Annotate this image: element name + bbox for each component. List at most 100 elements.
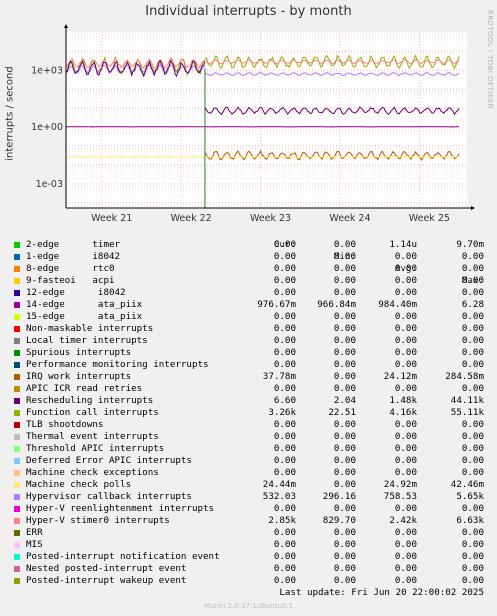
legend-max: 0.00 <box>461 563 484 574</box>
legend-name: ERR <box>26 527 43 538</box>
legend-avg: 758.53 <box>383 491 417 502</box>
legend-swatch <box>14 314 20 320</box>
legend-cur: 976.67m <box>257 299 296 310</box>
legend-name: Threshold APIC interrupts <box>26 443 165 454</box>
legend-swatch <box>14 362 20 368</box>
legend-swatch <box>14 530 20 536</box>
legend-min: 0.00 <box>333 359 356 370</box>
legend-swatch <box>14 446 20 452</box>
legend-row: Machine check polls 24.44m 0.00 24.92m 42.46… <box>0 479 497 491</box>
legend-row: Posted-interrupt notification event 0.00 0… <box>0 551 497 563</box>
legend-avg: 0.00 <box>394 311 417 322</box>
legend-cur: 0.00 <box>273 467 296 478</box>
legend-cur: 0.00 <box>273 431 296 442</box>
legend-row: Hyper-V reenlightenment interrupts 0.00 0.… <box>0 503 497 515</box>
legend-max: 284.58m <box>445 371 484 382</box>
legend-name: Nested posted-interrupt event <box>26 563 187 574</box>
legend-min: 0.00 <box>333 287 356 298</box>
legend-max: 0.00 <box>461 311 484 322</box>
series-line <box>204 149 460 161</box>
legend-row: 1-edge i8042 0.00 0.00 0.00 0.00 <box>0 251 497 263</box>
legend-name: Non-maskable interrupts <box>26 323 154 334</box>
legend-avg: 0.00 <box>394 287 417 298</box>
legend-cur: 0.00 <box>273 323 296 334</box>
legend-name: 15-edge ata_piix <box>26 311 143 322</box>
legend-swatch <box>14 302 20 308</box>
legend-cur: 24.44m <box>262 479 296 490</box>
rrdtool-credit: RRDTOOL / TOBI OETIKER <box>486 10 494 109</box>
legend-min: 0.00 <box>333 239 356 250</box>
legend-row: 12-edge i8042 0.00 0.00 0.00 0.00 <box>0 287 497 299</box>
legend-cur: 0.00 <box>273 383 296 394</box>
legend-min: 0.00 <box>333 575 356 586</box>
legend-swatch <box>14 374 20 380</box>
legend-name: IRQ work interrupts <box>26 371 132 382</box>
series-line <box>204 54 460 70</box>
legend-avg: 24.92m <box>383 479 417 490</box>
legend-max: 0.00 <box>461 467 484 478</box>
series-line <box>65 57 206 70</box>
munin-version: Munin 2.0.37-1ubuntu0.1 <box>204 602 293 610</box>
legend-avg: 0.00 <box>394 551 417 562</box>
legend-avg: 1.14u <box>389 239 417 250</box>
legend-max: 0.00 <box>461 419 484 430</box>
legend-swatch <box>14 278 20 284</box>
legend-name: 12-edge i8042 <box>26 287 126 298</box>
legend-max: 0.00 <box>461 359 484 370</box>
header-max: Max: <box>461 275 484 286</box>
legend-avg: 0.00 <box>394 359 417 370</box>
legend-max: 0.00 <box>461 431 484 442</box>
legend-max: 42.46m <box>450 479 484 490</box>
interrupts-chart: Week 21 Week 22 Week 23 Week 24 Week 25 1e-03… <box>31 24 475 224</box>
legend-min: 22.51 <box>328 407 356 418</box>
legend-max: 0.00 <box>461 335 484 346</box>
legend-cur: 0.00 <box>273 443 296 454</box>
last-update: Last update: Fri Jun 20 22:00:02 2025 <box>279 587 484 598</box>
legend-name: 8-edge rtc0 <box>26 263 115 274</box>
legend-cur: 0.00 <box>273 251 296 262</box>
legend-cur: 532.03 <box>262 491 296 502</box>
y-axis-arrow <box>64 24 68 28</box>
legend-avg: 0.00 <box>394 335 417 346</box>
legend-row: Machine check exceptions 0.00 0.00 0.00 0.00 <box>0 467 497 479</box>
legend-swatch <box>14 578 20 584</box>
legend-row: 8-edge rtc0 0.00 0.00 0.00 0.00 <box>0 263 497 275</box>
legend-avg: 0.00 <box>394 347 417 358</box>
legend-avg: 0.00 <box>394 539 417 550</box>
legend-cur: 0.00 <box>273 563 296 574</box>
legend-min: 0.00 <box>333 431 356 442</box>
legend-row: Performance monitoring interrupts 0.00 0.0… <box>0 359 497 371</box>
legend-name: Spurious interrupts <box>26 347 132 358</box>
legend-max: 0.00 <box>461 347 484 358</box>
legend-avg: 2.42k <box>389 515 417 526</box>
legend-swatch <box>14 266 20 272</box>
legend-max: 5.65k <box>456 491 484 502</box>
legend-min: 0.00 <box>333 323 356 334</box>
legend-row: Spurious interrupts 0.00 0.00 0.00 0.00 <box>0 347 497 359</box>
legend-max: 44.11k <box>450 395 484 406</box>
legend-min: 829.70 <box>322 515 356 526</box>
legend-swatch <box>14 458 20 464</box>
legend-max: 9.70m <box>456 239 484 250</box>
legend-min: 0.00 <box>333 419 356 430</box>
legend-row: ERR 0.00 0.00 0.00 0.00 <box>0 527 497 539</box>
legend-name: MIS <box>26 539 43 550</box>
legend-row: APIC ICR read retries 0.00 0.00 0.00 0.00 <box>0 383 497 395</box>
legend-row: Deferred Error APIC interrupts 0.00 0.00 0.… <box>0 455 497 467</box>
legend-name: Rescheduling interrupts <box>26 395 154 406</box>
legend-max: 0.00 <box>461 251 484 262</box>
series-line <box>204 106 460 116</box>
series-line <box>204 59 460 65</box>
legend-name: Posted-interrupt notification event <box>26 551 220 562</box>
legend-min: 966.84m <box>317 299 356 310</box>
legend-avg: 0.00 <box>394 251 417 262</box>
legend-row: 15-edge ata_piix 0.00 0.00 0.00 0.00 <box>0 311 497 323</box>
legend-swatch <box>14 410 20 416</box>
legend-swatch <box>14 422 20 428</box>
y-tick-label: 1e+03 <box>31 65 63 76</box>
legend-min: 0.00 <box>333 551 356 562</box>
legend-row: Nested posted-interrupt event 0.00 0.00 0.0… <box>0 563 497 575</box>
legend-max: 0.00 <box>461 383 484 394</box>
legend-cur: 0.00 <box>273 275 296 286</box>
legend-swatch <box>14 350 20 356</box>
